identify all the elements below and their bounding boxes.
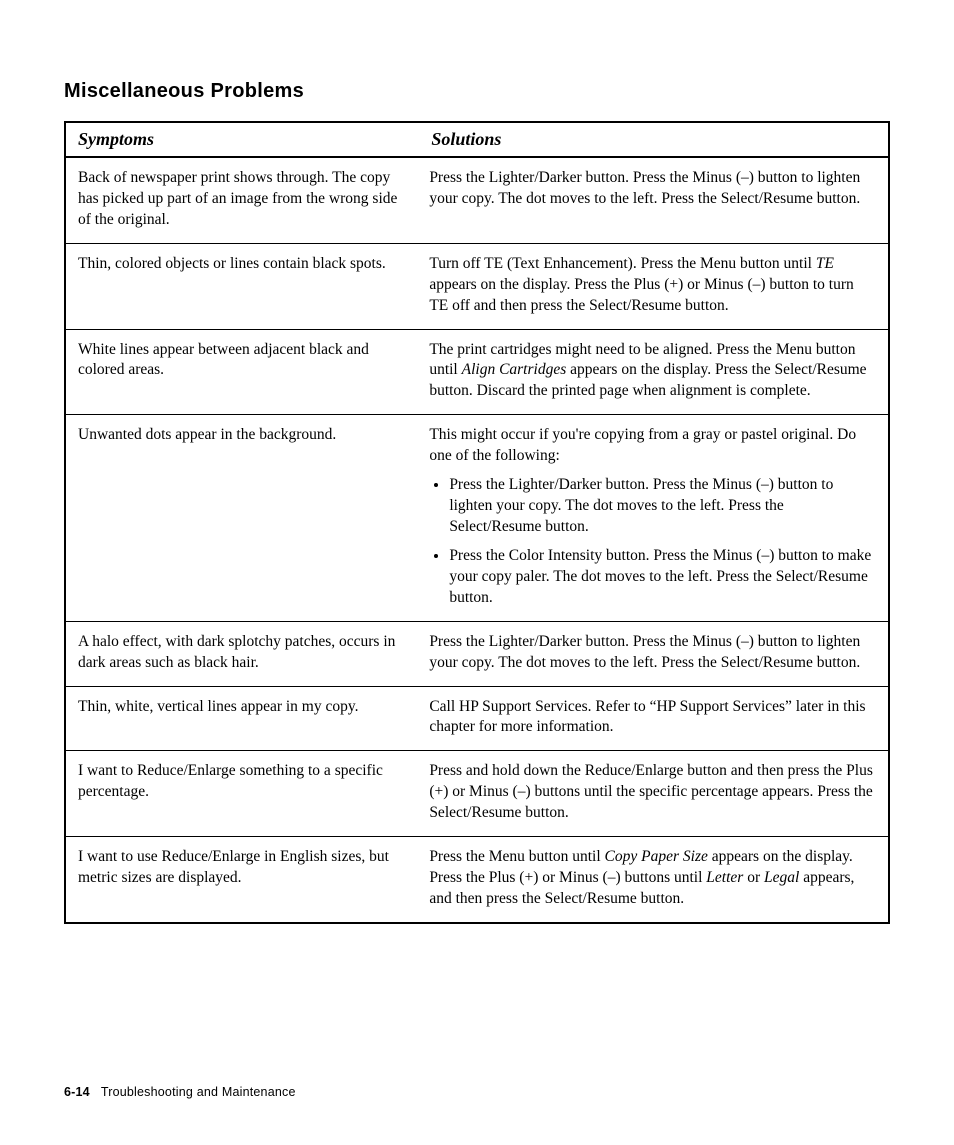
table-row: Thin, colored objects or lines contain b… (65, 243, 889, 329)
symptom-cell: Back of newspaper print shows through. T… (65, 157, 419, 243)
table-row: A halo effect, with dark splotchy patche… (65, 621, 889, 686)
table-row: Back of newspaper print shows through. T… (65, 157, 889, 243)
page-footer: 6-14 Troubleshooting and Maintenance (64, 1085, 296, 1099)
table-row: Unwanted dots appear in the background. … (65, 415, 889, 621)
italic-term: TE (816, 255, 834, 272)
solution-cell: Press the Menu button until Copy Paper S… (419, 837, 889, 923)
symptom-cell: White lines appear between adjacent blac… (65, 329, 419, 415)
table-row: I want to Reduce/Enlarge something to a … (65, 751, 889, 837)
table-row: I want to use Reduce/Enlarge in English … (65, 837, 889, 923)
symptom-cell: I want to Reduce/Enlarge something to a … (65, 751, 419, 837)
page-number: 6-14 (64, 1085, 90, 1099)
symptom-cell: Unwanted dots appear in the background. (65, 415, 419, 621)
solution-cell: Press the Lighter/Darker button. Press t… (419, 157, 889, 243)
solution-cell: This might occur if you're copying from … (419, 415, 889, 621)
solution-cell: Press the Lighter/Darker button. Press t… (419, 621, 889, 686)
troubleshooting-table: Symptoms Solutions Back of newspaper pri… (64, 121, 890, 924)
solution-bullets: Press the Lighter/Darker button. Press t… (429, 475, 874, 609)
symptom-cell: Thin, white, vertical lines appear in my… (65, 686, 419, 751)
solution-cell: Press and hold down the Reduce/Enlarge b… (419, 751, 889, 837)
symptom-cell: Thin, colored objects or lines contain b… (65, 243, 419, 329)
col-header-symptoms: Symptoms (65, 122, 419, 157)
table-header-row: Symptoms Solutions (65, 122, 889, 157)
symptom-cell: I want to use Reduce/Enlarge in English … (65, 837, 419, 923)
symptom-cell: A halo effect, with dark splotchy patche… (65, 621, 419, 686)
italic-term: Letter (706, 869, 743, 886)
solution-cell: Turn off TE (Text Enhancement). Press th… (419, 243, 889, 329)
solution-cell: Call HP Support Services. Refer to “HP S… (419, 686, 889, 751)
italic-term: Align Cartridges (462, 361, 567, 378)
section-title: Miscellaneous Problems (64, 80, 890, 103)
footer-section: Troubleshooting and Maintenance (101, 1085, 296, 1099)
italic-term: Copy Paper Size (605, 848, 708, 865)
col-header-solutions: Solutions (419, 122, 889, 157)
list-item: Press the Color Intensity button. Press … (449, 546, 874, 609)
table-row: White lines appear between adjacent blac… (65, 329, 889, 415)
italic-term: Legal (764, 869, 799, 886)
page: Miscellaneous Problems Symptoms Solution… (0, 0, 954, 1145)
solution-cell: The print cartridges might need to be al… (419, 329, 889, 415)
list-item: Press the Lighter/Darker button. Press t… (449, 475, 874, 538)
table-row: Thin, white, vertical lines appear in my… (65, 686, 889, 751)
